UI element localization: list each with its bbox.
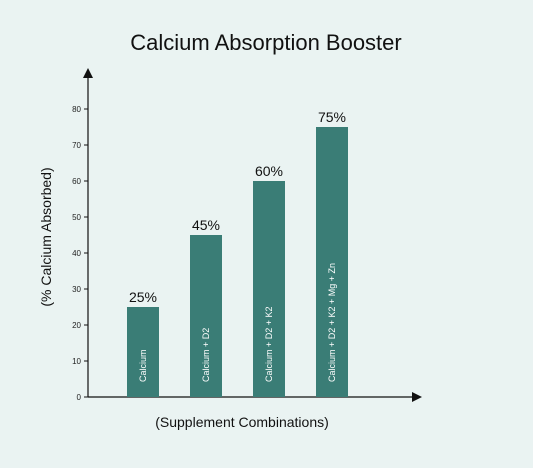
bar xyxy=(127,307,159,397)
y-tick-label: 80 xyxy=(72,105,81,114)
bar-category-label: Calcium + D2 xyxy=(201,328,211,382)
bar-category-label: Calcium + D2 + K2 xyxy=(264,306,274,382)
y-axis-arrow-icon xyxy=(83,68,93,78)
y-tick-label: 70 xyxy=(72,141,81,150)
x-axis-arrow-icon xyxy=(412,392,422,402)
y-axis-title: (% Calcium Absorbed) xyxy=(38,167,54,306)
bar xyxy=(253,181,285,397)
y-ticks: 0 10 20 30 40 50 60 70 80 xyxy=(72,105,88,402)
y-tick-label: 10 xyxy=(72,357,81,366)
y-tick-label: 40 xyxy=(72,249,81,258)
bar-category-label: Calcium + D2 + K2 + Mg + Zn xyxy=(327,263,337,382)
y-tick-label: 60 xyxy=(72,177,81,186)
bar xyxy=(190,235,222,397)
y-tick-label: 30 xyxy=(72,285,81,294)
y-tick-label: 50 xyxy=(72,213,81,222)
bar-value-label: 60% xyxy=(255,163,283,179)
y-axis xyxy=(83,68,93,397)
x-axis-title: (Supplement Combinations) xyxy=(155,414,329,430)
y-tick-label: 0 xyxy=(77,393,82,402)
bars: 25% Calcium 45% Calcium + D2 60% Calcium + D2… xyxy=(127,109,348,397)
bar-value-label: 45% xyxy=(192,217,220,233)
bar-category-label: Calcium xyxy=(138,349,148,382)
bar-value-label: 25% xyxy=(129,289,157,305)
bar xyxy=(316,127,348,397)
bar-value-label: 75% xyxy=(318,109,346,125)
chart-title: Calcium Absorption Booster xyxy=(130,30,401,55)
y-tick-label: 20 xyxy=(72,321,81,330)
